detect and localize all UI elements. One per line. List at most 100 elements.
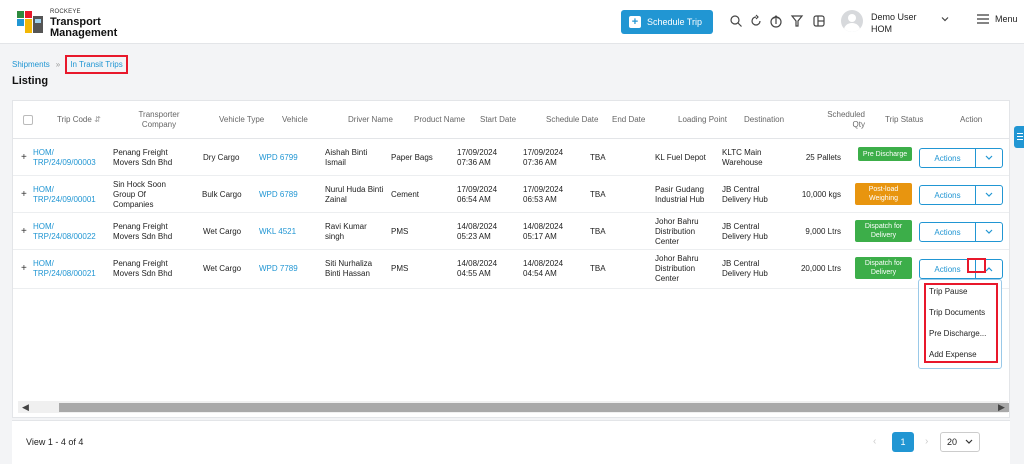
actions-menu (918, 279, 1002, 369)
schedule-trip-label: Schedule Trip (647, 17, 703, 27)
expand-row-icon[interactable]: + (21, 226, 27, 237)
side-panel-toggle[interactable] (1014, 126, 1024, 148)
scheduled-qty: 10,000 kgs (801, 190, 841, 199)
table-row[interactable]: + HOM/TRP/24/08/00021 Penang Freight Move… (13, 251, 1009, 289)
driver-name: Siti Nurhaliza Binti Hassan (325, 259, 373, 278)
product-name: PMS (391, 264, 409, 273)
scroll-left-icon[interactable]: ◀ (22, 402, 29, 412)
search-icon[interactable] (729, 14, 743, 28)
loading-point: KL Fuel Depot (655, 153, 706, 162)
menu-item-trip-documents[interactable]: Trip Documents (929, 308, 986, 317)
plus-icon: + (629, 16, 641, 28)
col-trip-code[interactable]: Trip Code ⇵ (57, 115, 101, 124)
brand-small: ROCKEYE (50, 9, 81, 15)
table-row[interactable]: + HOM/TRP/24/08/00022 Penang Freight Move… (13, 214, 1009, 250)
schedule-trip-button[interactable]: + Schedule Trip (621, 10, 713, 34)
schedule-date: 17/09/2024 07:36 AM (523, 148, 564, 167)
actions-button[interactable]: Actions (920, 149, 976, 167)
end-date: TBA (590, 264, 606, 273)
scrollbar-thumb[interactable] (59, 403, 1009, 412)
expand-row-icon[interactable]: + (21, 152, 27, 163)
top-bar: ROCKEYE Transport Management + Schedule … (0, 0, 1024, 44)
chevron-down-icon[interactable] (976, 223, 1002, 241)
horizontal-scrollbar[interactable]: ◀ ▶ (18, 401, 1009, 413)
page-size-value: 20 (947, 437, 958, 447)
vehicle-type: Dry Cargo (203, 153, 240, 162)
status-badge: Dispatch for Delivery (855, 257, 912, 279)
transporter-company: Penang Freight Movers Sdn Bhd (113, 148, 173, 167)
menu-item-pre-discharge[interactable]: Pre Discharge... (929, 329, 987, 338)
menu-item-trip-pause[interactable]: Trip Pause (929, 287, 968, 296)
avatar[interactable] (841, 10, 863, 32)
transporter-company: Sin Hock Soon Group Of Companies (113, 180, 166, 209)
prev-page-icon[interactable]: ‹ (873, 436, 877, 447)
vehicle-type: Wet Cargo (203, 264, 242, 273)
actions-dropdown[interactable]: Actions (919, 185, 1003, 205)
vehicle-type: Wet Cargo (203, 227, 242, 236)
col-action: Action (960, 115, 983, 124)
expand-row-icon[interactable]: + (21, 263, 27, 274)
user-name: Demo User (871, 12, 917, 22)
col-destination: Destination (744, 115, 785, 124)
actions-dropdown[interactable]: Actions (919, 148, 1003, 168)
trip-code-link[interactable]: HOM/TRP/24/08/00022 (33, 222, 96, 241)
product-name: Paper Bags (391, 153, 433, 162)
refresh-icon[interactable] (749, 14, 763, 28)
scheduled-qty: 20,000 Ltrs (800, 264, 841, 273)
select-all-checkbox[interactable] (23, 115, 33, 125)
trip-code-link[interactable]: HOM/TRP/24/09/00001 (33, 185, 96, 204)
chevron-down-icon[interactable] (976, 149, 1002, 167)
chevron-up-icon[interactable] (976, 260, 1002, 278)
product-name: Cement (391, 190, 420, 199)
destination: JB Central Delivery Hub (722, 185, 768, 204)
breadcrumb-in-transit-trips[interactable]: In Transit Trips (65, 55, 128, 74)
start-date: 14/08/2024 04:55 AM (457, 259, 498, 278)
breadcrumb: Shipments » In Transit Trips (12, 55, 128, 74)
breadcrumb-shipments[interactable]: Shipments (12, 60, 50, 69)
brand-line-1: Transport (50, 16, 101, 28)
end-date: TBA (590, 227, 606, 236)
trip-code-link[interactable]: HOM/TRP/24/08/00021 (33, 259, 96, 278)
destination: JB Central Delivery Hub (722, 222, 768, 241)
col-product-name: Product Name (414, 115, 466, 124)
filter-icon[interactable] (790, 14, 804, 28)
page-size-select[interactable]: 20 (940, 432, 980, 452)
start-date: 17/09/2024 07:36 AM (457, 148, 498, 167)
trips-table: Trip Code ⇵ Transporter Company Vehicle T… (12, 100, 1010, 418)
loading-point: Pasir Gudang Industrial Hub (655, 185, 705, 204)
page-1-button[interactable]: 1 (892, 432, 914, 452)
table-row[interactable]: + HOM/TRP/24/09/00001 Sin Hock Soon Group… (13, 177, 1009, 213)
columns-icon[interactable] (812, 14, 826, 28)
user-info[interactable]: Demo User HOM (871, 11, 917, 35)
loading-point: Johor Bahru Distribution Center (655, 217, 699, 246)
vehicle-link[interactable]: WPD 6799 (259, 153, 298, 162)
schedule-date: 17/09/2024 06:53 AM (523, 185, 564, 204)
actions-button[interactable]: Actions (920, 260, 976, 278)
brand-name: ROCKEYE Transport Management (50, 9, 117, 39)
product-name: PMS (391, 227, 409, 236)
scroll-right-icon[interactable]: ▶ (998, 402, 1005, 412)
menu-item-add-expense[interactable]: Add Expense (929, 350, 977, 359)
vehicle-link[interactable]: WKL 4521 (259, 227, 297, 236)
actions-button[interactable]: Actions (920, 186, 976, 204)
schedule-date: 14/08/2024 05:17 AM (523, 222, 564, 241)
table-row[interactable]: + HOM/TRP/24/09/00003 Penang Freight Move… (13, 140, 1009, 176)
chevron-down-icon[interactable] (940, 14, 950, 24)
actions-button[interactable]: Actions (920, 223, 976, 241)
upload-icon[interactable] (769, 14, 783, 28)
status-badge: Post-load Weighing (855, 183, 912, 205)
vehicle-link[interactable]: WPD 7789 (259, 264, 298, 273)
chevron-down-icon[interactable] (976, 186, 1002, 204)
expand-row-icon[interactable]: + (21, 189, 27, 200)
table-footer: View 1 - 4 of 4 ‹ 1 › 20 (12, 420, 1010, 464)
actions-dropdown[interactable]: Actions (919, 259, 1003, 279)
trip-code-link[interactable]: HOM/TRP/24/09/00003 (33, 148, 96, 167)
col-scheduled-qty: Scheduled Qty (827, 110, 865, 129)
page-title: Listing (12, 75, 49, 87)
actions-dropdown[interactable]: Actions (919, 222, 1003, 242)
menu-button[interactable]: Menu (977, 14, 1018, 24)
vehicle-link[interactable]: WPD 6789 (259, 190, 298, 199)
col-trip-status: Trip Status (885, 115, 924, 124)
company-logo-icon (17, 11, 43, 33)
next-page-icon[interactable]: › (925, 436, 929, 447)
